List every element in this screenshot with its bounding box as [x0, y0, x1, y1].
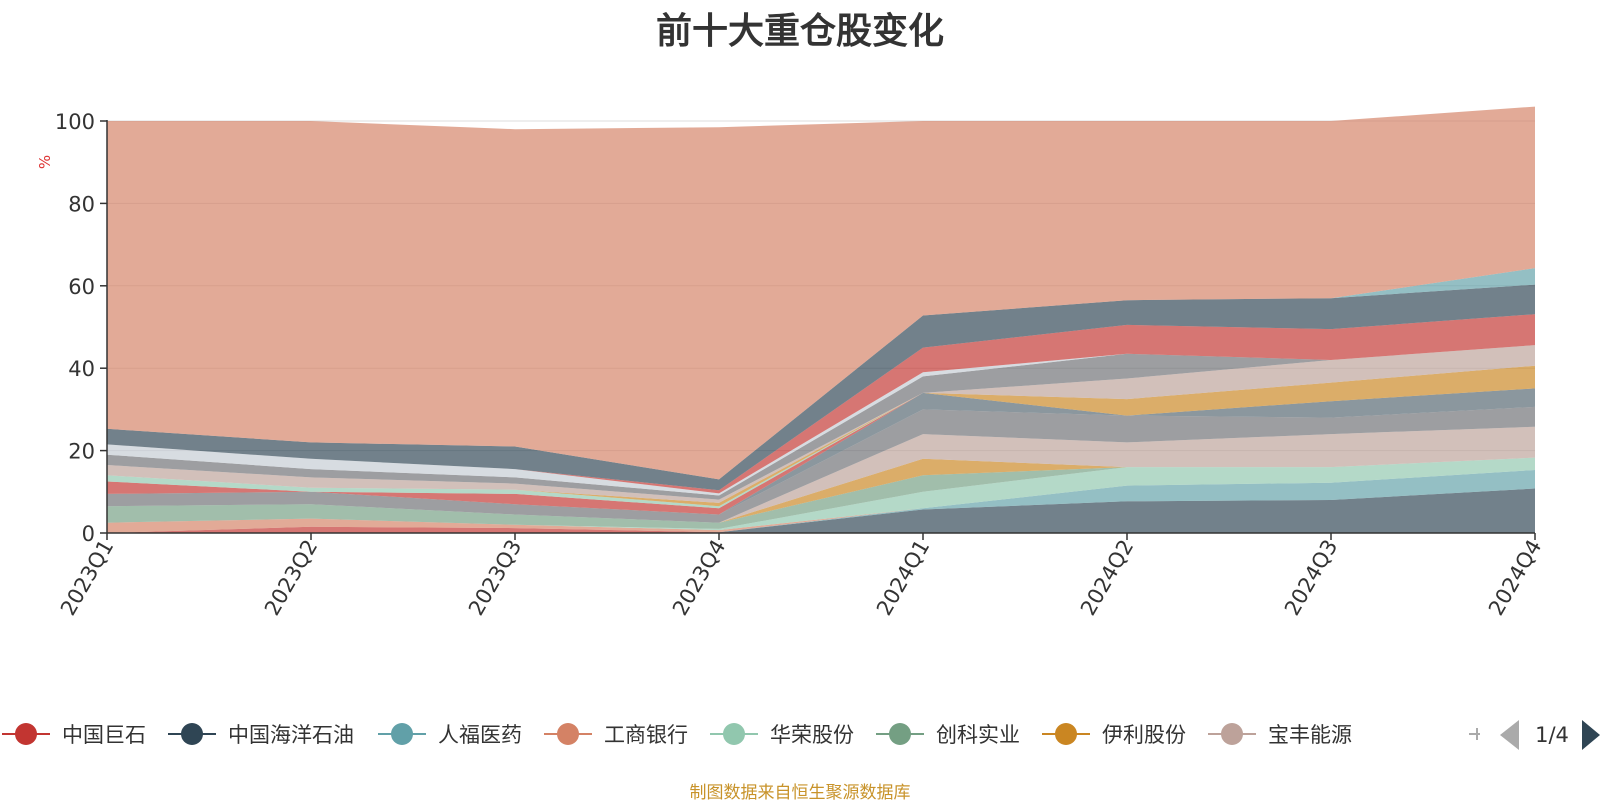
area-series-4[interactable]	[107, 470, 1535, 533]
y-tick-label: 0	[82, 522, 95, 546]
legend-marker-icon	[557, 723, 579, 745]
legend-label: 中国巨石	[62, 723, 146, 747]
legend-marker-icon	[15, 723, 37, 745]
area-series-19[interactable]	[107, 284, 1535, 491]
chart-title: 前十大重仓股变化	[655, 11, 944, 52]
legend-marker-icon	[391, 723, 413, 745]
legend-label: 人福医药	[438, 723, 522, 747]
legend-label: 宝丰能源	[1268, 723, 1352, 747]
data-source-note: 制图数据来自恒生聚源数据库	[689, 783, 911, 803]
area-series-8[interactable]	[107, 426, 1535, 523]
legend-label: 伊利股份	[1102, 723, 1186, 747]
y-axis-label: %	[36, 155, 54, 169]
legend-marker-icon	[1221, 723, 1243, 745]
legend-label: 创科实业	[936, 723, 1020, 747]
area-series-20[interactable]	[107, 268, 1535, 480]
legend-label: 工商银行	[604, 723, 688, 747]
legend-marker-icon	[181, 723, 203, 745]
area-series-1[interactable]	[107, 526, 1535, 533]
legend-item[interactable]: 工商银行	[544, 723, 688, 747]
y-tick-label: 80	[68, 192, 95, 216]
y-tick-label: 40	[68, 357, 95, 381]
legend-item[interactable]: 宝丰能源	[1208, 723, 1352, 747]
area-series-10[interactable]	[107, 388, 1535, 515]
legend-marker-icon	[889, 723, 911, 745]
area-series-2[interactable]	[107, 488, 1535, 534]
legend-next-page-icon[interactable]	[1582, 720, 1600, 750]
legend-item[interactable]: 伊利股份	[1042, 723, 1186, 747]
x-tick-label: 2023Q1	[56, 536, 118, 620]
legend-label: 华荣股份	[770, 723, 854, 747]
area-series-14[interactable]	[107, 365, 1535, 507]
legend-item[interactable]: 人福医药	[378, 723, 522, 747]
x-tick-label: 2023Q4	[668, 536, 730, 620]
legend-item[interactable]: 华荣股份	[710, 723, 854, 747]
y-tick-label: 20	[68, 440, 95, 464]
area-series-9[interactable]	[107, 406, 1535, 523]
area-series-5[interactable]	[107, 457, 1535, 531]
area-series-12[interactable]	[107, 388, 1535, 515]
x-tick-label: 2023Q2	[260, 536, 322, 620]
x-tick-label: 2024Q4	[1484, 536, 1546, 620]
x-tick-label: 2023Q3	[464, 536, 526, 620]
x-tick-label: 2024Q1	[872, 536, 934, 620]
x-tick-label: 2024Q3	[1280, 536, 1342, 620]
legend-page-indicator: 1/4	[1535, 723, 1569, 747]
area-series-3[interactable]	[107, 470, 1535, 533]
y-tick-label: 100	[55, 110, 95, 134]
legend-item[interactable]: 中国巨石	[2, 723, 146, 747]
area-series-18[interactable]	[107, 314, 1535, 494]
legend-marker-icon	[723, 723, 745, 745]
y-tick-label: 60	[68, 275, 95, 299]
legend-item[interactable]: 中国海洋石油	[168, 723, 354, 747]
legend-marker-icon	[1055, 723, 1077, 745]
legend-item[interactable]: 创科实业	[876, 723, 1020, 747]
legend-label: 中国海洋石油	[228, 723, 354, 747]
area-series-21[interactable]	[107, 106, 1535, 480]
x-tick-label: 2024Q2	[1076, 536, 1138, 620]
stacked-area-chart: 0 20 40 60 80 100% 2023Q1 2023Q2 2023Q3 2023Q4 202…	[2, 106, 1600, 750]
area-series-15[interactable]	[107, 345, 1535, 503]
legend-prev-page-icon[interactable]	[1500, 720, 1519, 750]
